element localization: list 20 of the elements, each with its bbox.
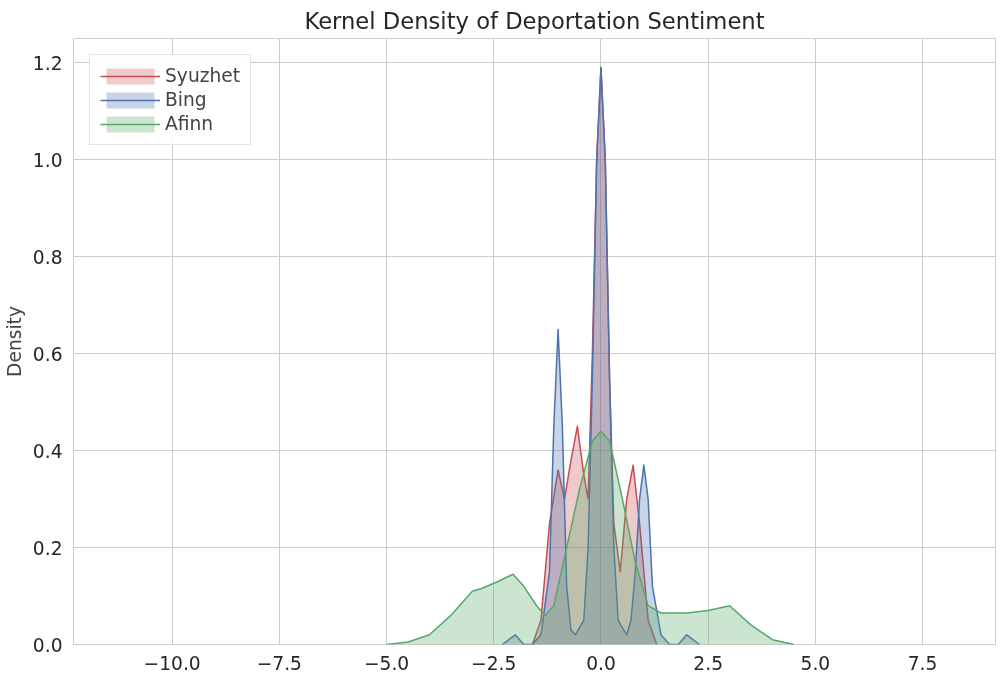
legend-label: Syuzhet [165,65,241,86]
x-tick-label: −10.0 [143,652,201,674]
y-axis-title: Density [3,306,25,377]
legend-label: Afinn [165,113,214,134]
y-tick-label: 0.2 [32,537,63,559]
y-tick-label: 0.8 [32,246,63,268]
x-tick-label: 5.0 [800,652,831,674]
legend-label: Bing [165,89,207,110]
y-tick-label: 0.0 [32,634,63,656]
chart-title: Kernel Density of Deportation Sentiment [304,7,765,34]
x-tick-label: 0.0 [586,652,616,674]
x-tick-label: −7.5 [256,652,302,674]
y-tick-label: 0.6 [32,343,63,365]
y-tick-label: 0.4 [32,440,63,462]
y-tick-label: 1.2 [32,52,63,74]
x-tick-label: 2.5 [693,652,724,674]
y-tick-label: 1.0 [32,149,63,171]
x-tick-label: −2.5 [471,652,517,674]
x-tick-label: 7.5 [907,652,938,674]
x-tick-label: −5.0 [363,652,410,674]
